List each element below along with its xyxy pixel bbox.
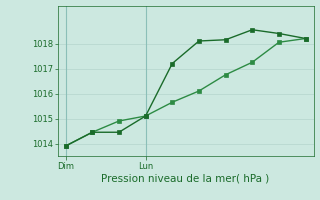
X-axis label: Pression niveau de la mer( hPa ): Pression niveau de la mer( hPa ) [101, 173, 270, 183]
